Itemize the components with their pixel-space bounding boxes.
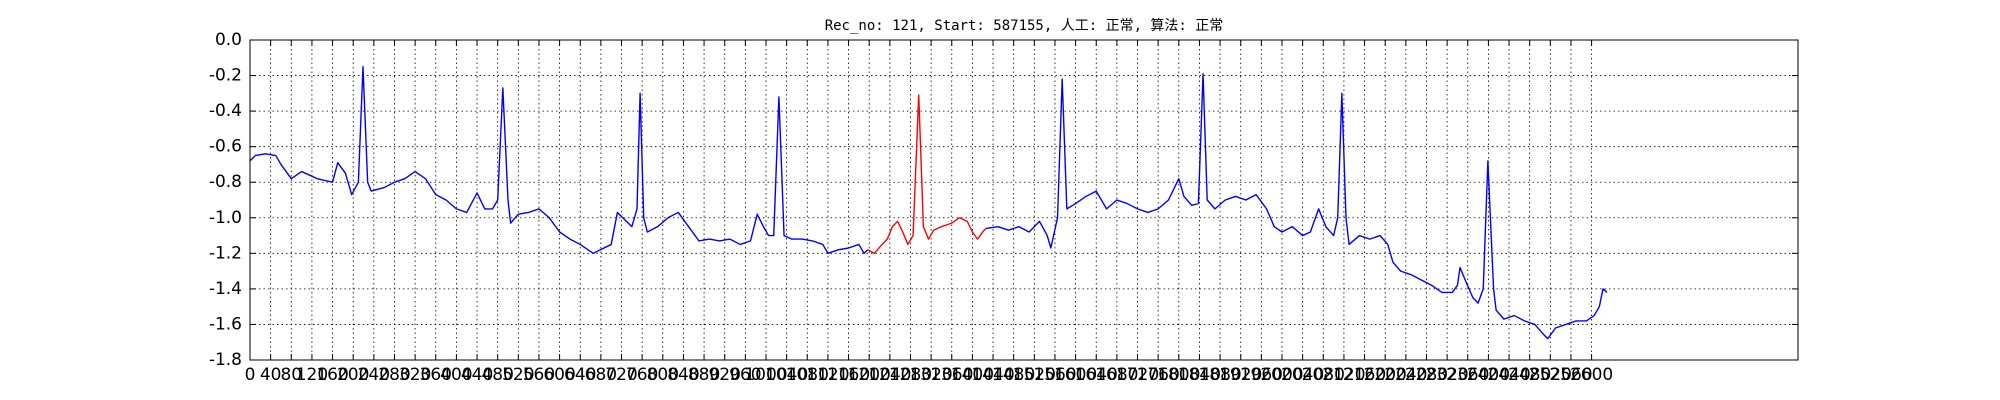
x-tick-label: 1480: [992, 365, 1035, 385]
x-tick-label: 2560: [1549, 365, 1592, 385]
x-tick-label: 2520: [1529, 365, 1572, 385]
y-tick-label: -1.0: [209, 208, 242, 228]
x-tick-label: 2040: [1281, 365, 1324, 385]
x-tick-label: 2400: [1467, 365, 1510, 385]
x-tick-label: 1360: [930, 365, 973, 385]
y-tick-label: -0.2: [209, 66, 242, 86]
x-tick-label: 1240: [868, 365, 911, 385]
x-tick-label: 2480: [1508, 365, 1551, 385]
x-tick-label: 2160: [1343, 365, 1386, 385]
plot-frame: [249, 39, 1799, 361]
y-tick-label: -1.8: [209, 350, 242, 370]
x-tick-label: 1880: [1198, 365, 1241, 385]
x-tick-label: 120: [296, 365, 328, 385]
y-tick-label: -1.6: [209, 314, 242, 334]
data-line: [867, 94, 987, 255]
x-tick-label: 920: [708, 365, 740, 385]
x-tick-label: 680: [585, 365, 617, 385]
y-tick-label: -1.4: [209, 279, 242, 299]
x-tick-label: 640: [564, 365, 596, 385]
x-tick-label: 840: [667, 365, 699, 385]
x-tick-label: 1200: [848, 365, 891, 385]
x-tick-label: 2360: [1446, 365, 1489, 385]
x-tick-label: 1160: [827, 365, 870, 385]
x-tick-label: 880: [688, 365, 720, 385]
chart-title: Rec_no: 121, Start: 587155, 人工: 正常, 算法: …: [825, 18, 1224, 34]
x-tick-label: 2000: [1260, 365, 1303, 385]
x-tick-label: 200: [337, 365, 369, 385]
x-tick-label: 1440: [971, 365, 1014, 385]
x-tick-label: 1720: [1116, 365, 1159, 385]
y-tick-label: -0.8: [209, 172, 242, 192]
x-tick-label: 560: [523, 365, 555, 385]
x-tick-label: 2440: [1487, 365, 1530, 385]
x-tick-label: 40: [260, 365, 282, 385]
y-tick-label: -0.6: [209, 137, 242, 157]
x-tick-label: 1560: [1033, 365, 1076, 385]
x-tick-label: 400: [440, 365, 472, 385]
x-tick-label: 520: [502, 365, 534, 385]
x-tick-label: 600: [543, 365, 575, 385]
x-tick-label: 240: [358, 365, 390, 385]
x-tick-label: 1400: [951, 365, 994, 385]
x-tick-label: 1600: [1054, 365, 1097, 385]
x-tick-label: 800: [647, 365, 679, 385]
y-tick-label: -1.2: [209, 243, 242, 263]
x-tick-label: 2240: [1384, 365, 1427, 385]
x-tick-label: 1640: [1075, 365, 1118, 385]
data-line: [249, 65, 1608, 340]
x-tick-label: 360: [420, 365, 452, 385]
x-tick-label: 760: [626, 365, 658, 385]
x-tick-label: 0: [245, 365, 256, 385]
y-tick-label: 0.0: [215, 30, 242, 50]
x-tick-label: 1000: [744, 365, 787, 385]
x-tick-label: 2600: [1570, 365, 1613, 385]
x-tick-label: 1680: [1095, 365, 1138, 385]
y-tick-label: -0.4: [209, 101, 242, 121]
x-tick-label: 1760: [1137, 365, 1180, 385]
x-tick-label: 1520: [1013, 365, 1056, 385]
x-tick-label: 1920: [1219, 365, 1262, 385]
x-tick-label: 1800: [1157, 365, 1200, 385]
x-tick-label: 2120: [1322, 365, 1365, 385]
x-tick-label: 1120: [806, 365, 849, 385]
x-tick-label: 1320: [909, 365, 952, 385]
x-tick-label: 80: [280, 365, 302, 385]
x-tick-label: 2280: [1405, 365, 1448, 385]
x-tick-label: 1280: [889, 365, 932, 385]
x-tick-label: 280: [378, 365, 410, 385]
x-tick-label: 160: [316, 365, 348, 385]
x-tick-label: 2080: [1302, 365, 1345, 385]
x-tick-label: 320: [399, 365, 431, 385]
x-tick-label: 440: [461, 365, 493, 385]
x-tick-label: 720: [605, 365, 637, 385]
x-tick-label: 1080: [786, 365, 829, 385]
x-tick-label: 1840: [1178, 365, 1221, 385]
x-tick-label: 1040: [765, 365, 808, 385]
x-tick-label: 960: [729, 365, 761, 385]
x-tick-label: 2320: [1425, 365, 1468, 385]
x-tick-label: 480: [481, 365, 513, 385]
x-tick-label: 1960: [1240, 365, 1283, 385]
x-tick-label: 2200: [1364, 365, 1407, 385]
